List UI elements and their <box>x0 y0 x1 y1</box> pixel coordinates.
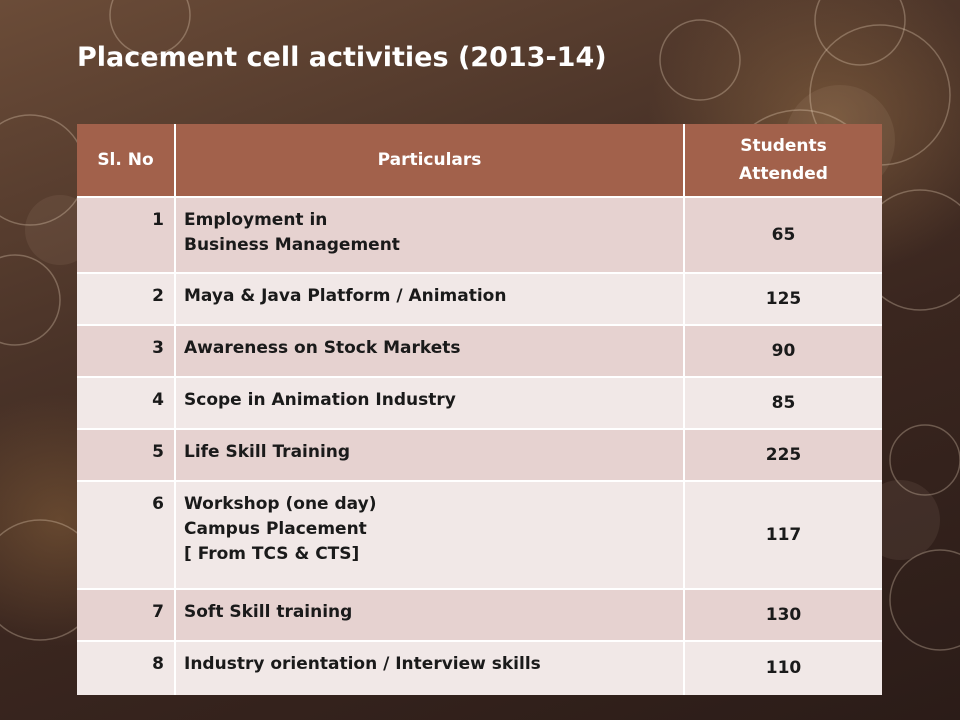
cell-sl-no: 4 <box>77 376 176 429</box>
cell-students-attended: 225 <box>684 428 882 481</box>
table-row: 2 Maya & Java Platform / Animation 125 <box>77 272 882 325</box>
cell-sl-no: 6 <box>77 480 176 589</box>
cell-sl-no: 3 <box>77 324 176 377</box>
cell-students-attended: 117 <box>684 480 882 589</box>
particulars-line: Employment in <box>184 210 328 230</box>
cell-particulars: Employment in Business Management <box>175 196 685 273</box>
cell-sl-no: 5 <box>77 428 176 481</box>
slide-title: Placement cell activities (2013-14) <box>77 42 607 73</box>
header-particulars: Particulars <box>175 124 685 197</box>
table-row: 5 Life Skill Training 225 <box>77 428 882 481</box>
cell-particulars: Life Skill Training <box>175 428 685 481</box>
particulars-line: [ From TCS & CTS] <box>184 544 360 564</box>
table-row: 4 Scope in Animation Industry 85 <box>77 376 882 429</box>
header-sl-no: Sl. No <box>77 124 176 197</box>
particulars-line: Life Skill Training <box>184 442 351 462</box>
particulars-line: Workshop (one day) <box>184 494 377 514</box>
cell-students-attended: 110 <box>684 640 882 695</box>
cell-sl-no: 1 <box>77 196 176 273</box>
cell-students-attended: 90 <box>684 324 882 377</box>
cell-particulars: Soft Skill training <box>175 588 685 641</box>
cell-particulars: Maya & Java Platform / Animation <box>175 272 685 325</box>
table-header-row: Sl. No Particulars Students Attended <box>77 124 882 197</box>
cell-particulars: Scope in Animation Industry <box>175 376 685 429</box>
cell-students-attended: 65 <box>684 196 882 273</box>
particulars-line: Industry orientation / Interview skills <box>184 654 541 674</box>
header-students-attended-text: Students Attended <box>739 136 828 184</box>
cell-particulars: Workshop (one day) Campus Placement [ From… <box>175 480 685 589</box>
cell-students-attended: 85 <box>684 376 882 429</box>
cell-particulars: Industry orientation / Interview skills <box>175 640 685 695</box>
cell-sl-no: 2 <box>77 272 176 325</box>
table-row: 6 Workshop (one day) Campus Placement [ Fro… <box>77 480 882 589</box>
header-students-attended: Students Attended <box>684 124 882 197</box>
particulars-line: Maya & Java Platform / Animation <box>184 286 507 306</box>
table-row: 3 Awareness on Stock Markets 90 <box>77 324 882 377</box>
cell-students-attended: 130 <box>684 588 882 641</box>
table-row: 8 Industry orientation / Interview skills… <box>77 640 882 695</box>
cell-students-attended: 125 <box>684 272 882 325</box>
table-row: 1 Employment in Business Management 65 <box>77 196 882 273</box>
cell-particulars: Awareness on Stock Markets <box>175 324 685 377</box>
cell-sl-no: 7 <box>77 588 176 641</box>
particulars-line: Scope in Animation Industry <box>184 390 456 410</box>
cell-sl-no: 8 <box>77 640 176 695</box>
particulars-line: Business Management <box>184 235 400 255</box>
particulars-line: Campus Placement <box>184 519 367 539</box>
particulars-line: Awareness on Stock Markets <box>184 338 461 358</box>
activities-table: Sl. No Particulars Students Attended 1 Em… <box>77 124 882 695</box>
particulars-line: Soft Skill training <box>184 602 353 622</box>
table-row: 7 Soft Skill training 130 <box>77 588 882 641</box>
